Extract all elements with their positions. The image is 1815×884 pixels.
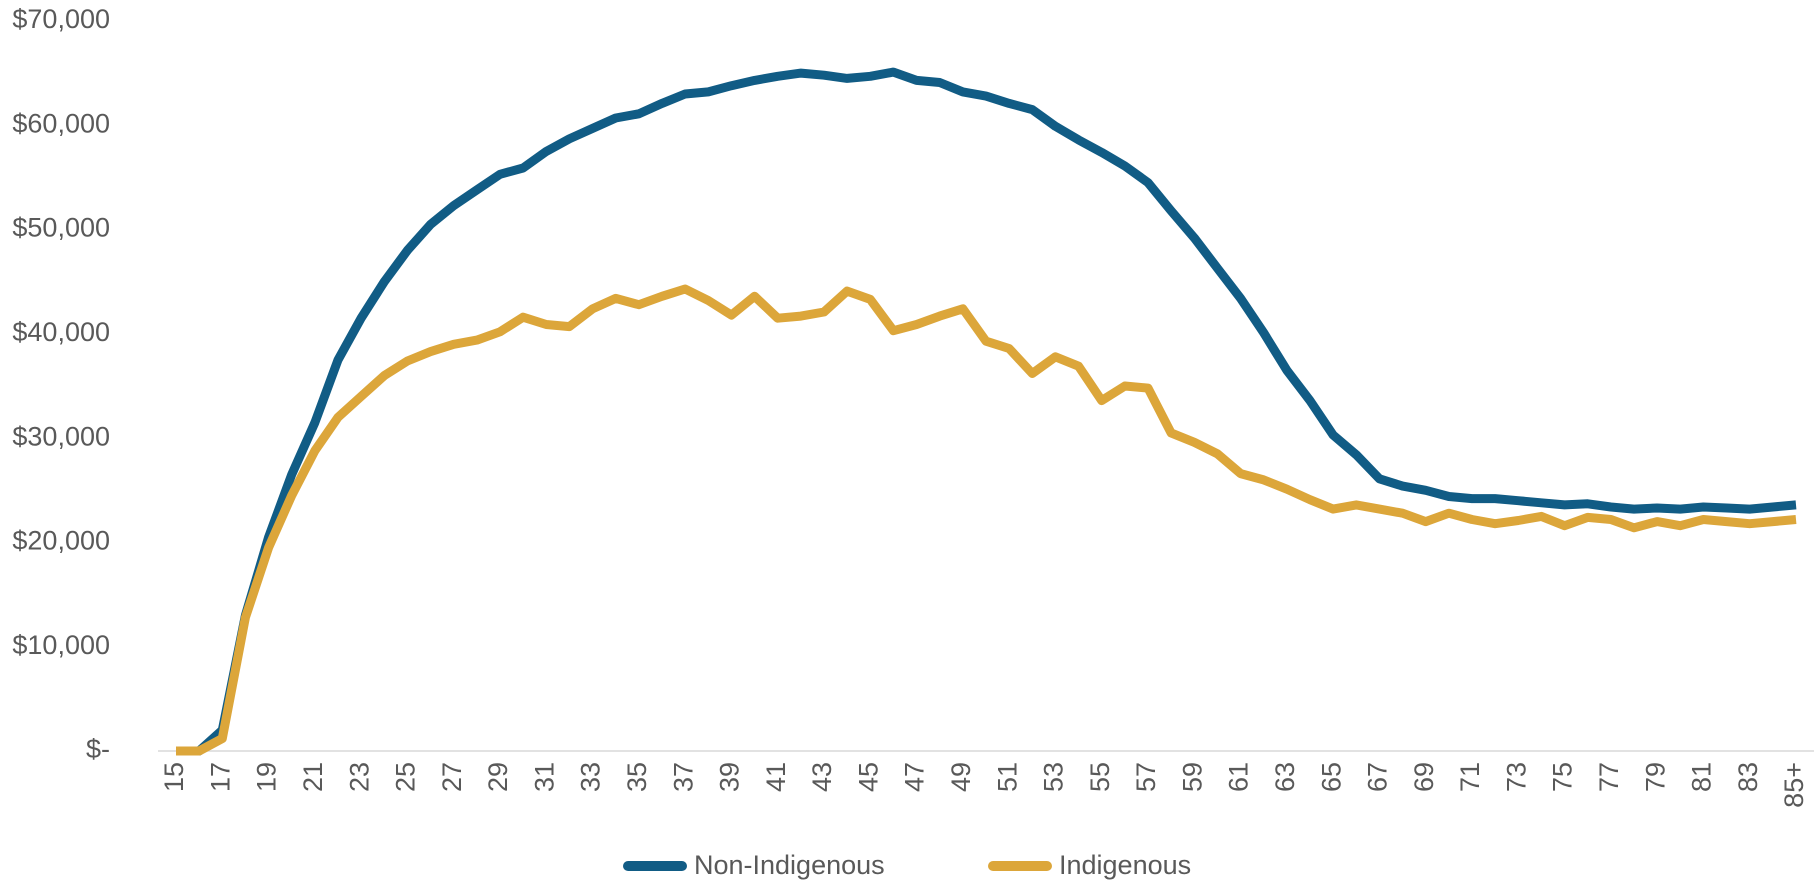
x-tick-label: 85+	[1779, 762, 1809, 808]
x-tick-label: 45	[853, 762, 883, 792]
x-tick-label: 35	[622, 762, 652, 792]
x-tick-label: 83	[1733, 762, 1763, 792]
x-tick-label: 27	[437, 762, 467, 792]
series-line	[176, 67, 1797, 756]
legend-label: Indigenous	[1059, 850, 1191, 880]
x-tick-label: 29	[483, 762, 513, 792]
y-tick-label: $70,000	[12, 4, 110, 34]
x-tick-label: 57	[1131, 762, 1161, 792]
x-tick-label: 71	[1455, 762, 1485, 792]
x-tick-label: 41	[761, 762, 791, 792]
y-tick-label: $-	[86, 734, 110, 764]
x-tick-label: 81	[1687, 762, 1717, 792]
x-tick-label: 39	[715, 762, 745, 792]
y-tick-label: $50,000	[12, 213, 110, 243]
x-tick-label: 49	[946, 762, 976, 792]
x-tick-label: 79	[1640, 762, 1670, 792]
x-tick-label: 25	[391, 762, 421, 792]
x-tick-label: 43	[807, 762, 837, 792]
x-tick-label: 63	[1270, 762, 1300, 792]
y-tick-label: $60,000	[12, 108, 110, 138]
x-tick-label: 19	[252, 762, 282, 792]
x-tick-label: 21	[298, 762, 328, 792]
x-tick-label: 73	[1501, 762, 1531, 792]
x-tick-label: 15	[159, 762, 189, 792]
x-tick-label: 61	[1224, 762, 1254, 792]
x-tick-label: 37	[668, 762, 698, 792]
x-tick-label: 47	[900, 762, 930, 792]
y-tick-label: $40,000	[12, 317, 110, 347]
x-tick-label: 53	[1039, 762, 1069, 792]
x-tick-label: 51	[992, 762, 1022, 792]
x-tick-label: 33	[576, 762, 606, 792]
y-tick-label: $30,000	[12, 421, 110, 451]
x-tick-label: 17	[205, 762, 235, 792]
x-tick-label: 67	[1363, 762, 1393, 792]
x-tick-label: 65	[1316, 762, 1346, 792]
x-tick-label: 23	[344, 762, 374, 792]
x-tick-label: 55	[1085, 762, 1115, 792]
series-line	[176, 284, 1797, 756]
x-tick-label: 31	[529, 762, 559, 792]
legend-label: Non-Indigenous	[694, 850, 885, 880]
x-tick-label: 75	[1548, 762, 1578, 792]
x-tick-label: 77	[1594, 762, 1624, 792]
y-tick-label: $20,000	[12, 526, 110, 556]
x-tick-label: 59	[1177, 762, 1207, 792]
y-tick-label: $10,000	[12, 630, 110, 660]
x-tick-label: 69	[1409, 762, 1439, 792]
